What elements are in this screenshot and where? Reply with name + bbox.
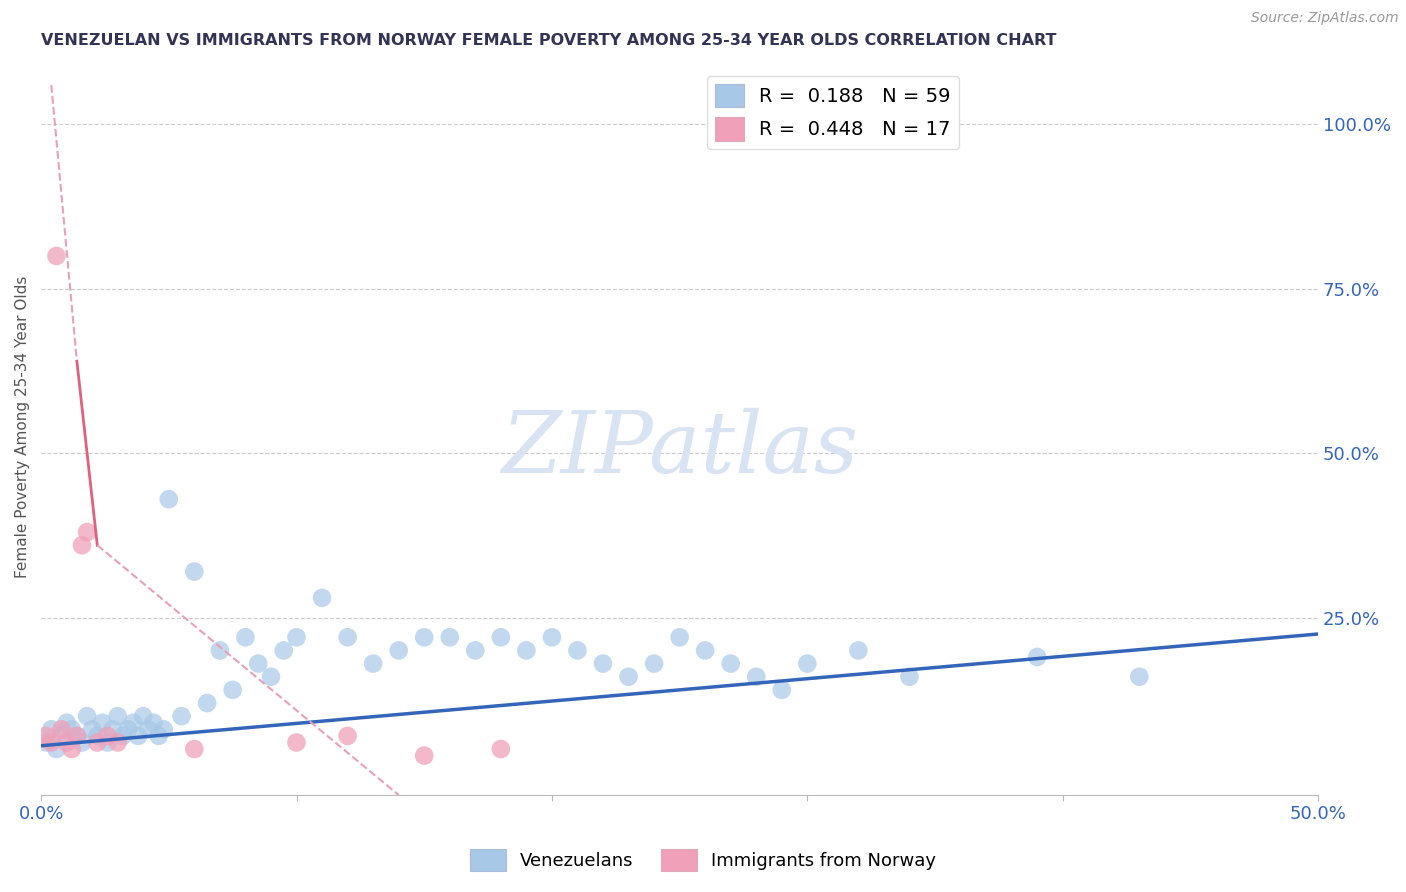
Point [86,735,108,749]
Point [260,670,283,684]
Point [70,538,93,552]
Point [91,715,114,730]
Point [695,643,717,657]
Point [541,630,564,644]
Point [247,657,270,671]
Point [107,709,129,723]
Point [285,735,308,749]
Point [107,735,129,749]
Point [76,709,98,723]
Point [668,630,690,644]
Point [96,729,118,743]
Point [745,670,768,684]
Point [142,715,165,730]
Point [489,742,512,756]
Point [770,682,793,697]
Point [148,729,170,743]
Point [101,723,124,737]
Point [60,723,83,737]
Point [117,723,139,737]
Point [41,723,63,737]
Legend: Venezuelans, Immigrants from Norway: Venezuelans, Immigrants from Norway [463,842,943,879]
Point [273,643,295,657]
Point [796,657,818,671]
Point [96,735,118,749]
Point [617,670,640,684]
Point [413,630,436,644]
Point [55,715,77,730]
Text: VENEZUELAN VS IMMIGRANTS FROM NORWAY FEMALE POVERTY AMONG 25-34 YEAR OLDS CORREL: VENEZUELAN VS IMMIGRANTS FROM NORWAY FEM… [41,33,1057,48]
Y-axis label: Female Poverty Among 25-34 Year Olds: Female Poverty Among 25-34 Year Olds [15,276,30,578]
Point [489,630,512,644]
Point [195,696,218,710]
Point [515,643,537,657]
Point [111,729,134,743]
Point [66,729,89,743]
Point [45,742,67,756]
Point [76,525,98,540]
Point [132,709,155,723]
Point [1026,650,1049,665]
Point [170,709,193,723]
Point [567,643,589,657]
Legend: R =  0.188   N = 59, R =  0.448   N = 17: R = 0.188 N = 59, R = 0.448 N = 17 [707,76,959,149]
Point [643,657,665,671]
Point [51,723,73,737]
Text: ZIPatlas: ZIPatlas [501,408,858,491]
Point [208,643,231,657]
Point [35,735,58,749]
Point [60,742,83,756]
Point [439,630,461,644]
Point [66,729,89,743]
Point [51,729,73,743]
Point [138,723,160,737]
Point [221,682,243,697]
Point [464,643,486,657]
Text: Source: ZipAtlas.com: Source: ZipAtlas.com [1251,11,1399,25]
Point [183,742,205,756]
Point [311,591,333,605]
Point [35,729,58,743]
Point [157,492,180,507]
Point [285,630,308,644]
Point [45,249,67,263]
Point [336,630,359,644]
Point [361,657,384,671]
Point [413,748,436,763]
Point [848,643,870,657]
Point [898,670,921,684]
Point [152,723,174,737]
Point [592,657,614,671]
Point [183,565,205,579]
Point [70,735,93,749]
Point [55,735,77,749]
Point [720,657,742,671]
Point [336,729,359,743]
Point [86,729,108,743]
Point [41,735,63,749]
Point [1128,670,1150,684]
Point [127,729,149,743]
Point [235,630,257,644]
Point [122,715,145,730]
Point [388,643,411,657]
Point [82,723,104,737]
